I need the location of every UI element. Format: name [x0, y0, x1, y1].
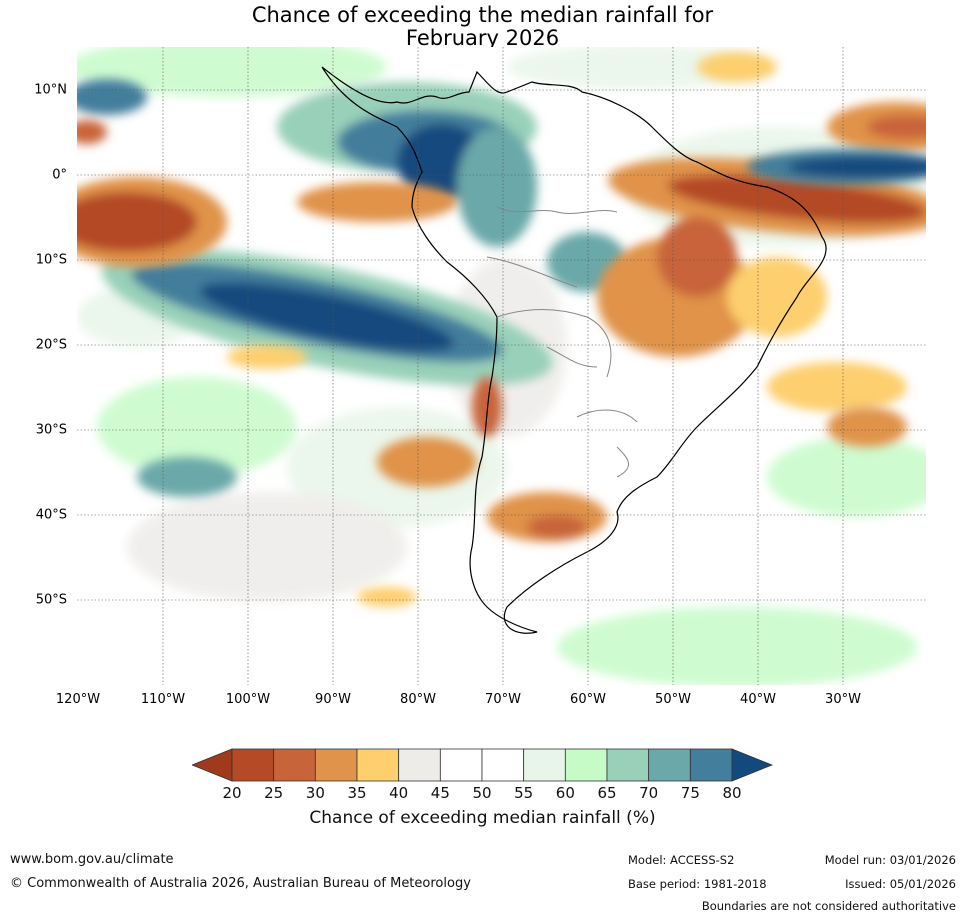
colorbar-tick-75: 75 — [680, 784, 700, 802]
colorbar-swatch-25-30 — [273, 748, 316, 782]
lon-label-120w: 120°W — [55, 692, 101, 707]
colorbar-tick-35: 35 — [347, 784, 367, 802]
colorbar-tick-40: 40 — [389, 784, 409, 802]
coastlines — [321, 66, 827, 634]
graticule — [77, 47, 926, 685]
rainfall-map — [77, 47, 926, 685]
colorbar-tick-30: 30 — [305, 784, 325, 802]
title-line-2: February 2026 — [405, 26, 560, 50]
base-period-text: Base period: 1981-2018 — [628, 877, 767, 891]
rainfall-probability-field — [77, 47, 926, 685]
lon-label-80w: 80°W — [400, 692, 436, 707]
website-link[interactable]: www.bom.gov.au/climate — [10, 852, 174, 867]
map-title: Chance of exceeding the median rainfall … — [0, 4, 965, 50]
colorbar-swatch-70-75 — [648, 748, 691, 782]
colorbar-swatch-40-45 — [398, 748, 441, 782]
colorbar-swatch-60-65 — [564, 748, 608, 782]
colorbar — [192, 748, 774, 782]
lon-label-100w: 100°W — [225, 692, 271, 707]
lat-label-40s: 40°S — [35, 507, 67, 523]
colorbar-tick-20: 20 — [222, 784, 242, 802]
colorbar-swatch-30-35 — [314, 748, 358, 782]
lat-label-0: 0° — [52, 167, 67, 183]
colorbar-swatch-45-50 — [439, 748, 483, 782]
colorbar-tick-25: 25 — [264, 784, 284, 802]
disclaimer-text: Boundaries are not considered authoritat… — [701, 899, 956, 913]
copyright-text: © Commonwealth of Australia 2026, Austra… — [10, 876, 471, 891]
colorbar-swatch-55-60 — [523, 748, 566, 782]
lat-label-50s: 50°S — [35, 592, 67, 608]
title-line-1: Chance of exceeding the median rainfall … — [251, 3, 714, 27]
lon-label-60w: 60°W — [570, 692, 606, 707]
lat-label-30s: 30°S — [35, 422, 67, 438]
colorbar-tick-45: 45 — [430, 784, 450, 802]
colorbar-swatch-75-80 — [689, 748, 733, 782]
colorbar-extend-high — [731, 748, 774, 782]
colorbar-swatch-65-70 — [606, 748, 650, 782]
country-borders — [486, 206, 638, 478]
lon-label-110w: 110°W — [140, 692, 186, 707]
lon-label-90w: 90°W — [315, 692, 351, 707]
colorbar-tick-65: 65 — [597, 784, 617, 802]
model-text: Model: ACCESS-S2 — [628, 853, 735, 867]
colorbar-tick-50: 50 — [472, 784, 492, 802]
lon-label-70w: 70°W — [485, 692, 521, 707]
colorbar-tick-80: 80 — [722, 784, 742, 802]
colorbar-extend-low — [192, 748, 233, 782]
model-run-text: Model run: 03/01/2026 — [824, 853, 956, 867]
colorbar-swatch-35-40 — [356, 748, 400, 782]
lat-label-10n: 10°N — [34, 82, 67, 98]
lon-label-40w: 40°W — [740, 692, 776, 707]
map-canvas — [77, 47, 926, 685]
lat-label-10s: 10°S — [35, 252, 67, 268]
colorbar-title: Chance of exceeding median rainfall (%) — [309, 808, 656, 828]
colorbar-tick-60: 60 — [555, 784, 575, 802]
colorbar-tick-70: 70 — [639, 784, 659, 802]
colorbar-swatch-50-55 — [481, 748, 525, 782]
issued-text: Issued: 05/01/2026 — [845, 877, 956, 891]
lat-label-20s: 20°S — [35, 337, 67, 353]
colorbar-swatch-20-25 — [231, 748, 275, 782]
lon-label-50w: 50°W — [655, 692, 691, 707]
lon-label-30w: 30°W — [825, 692, 861, 707]
colorbar-tick-55: 55 — [514, 784, 534, 802]
